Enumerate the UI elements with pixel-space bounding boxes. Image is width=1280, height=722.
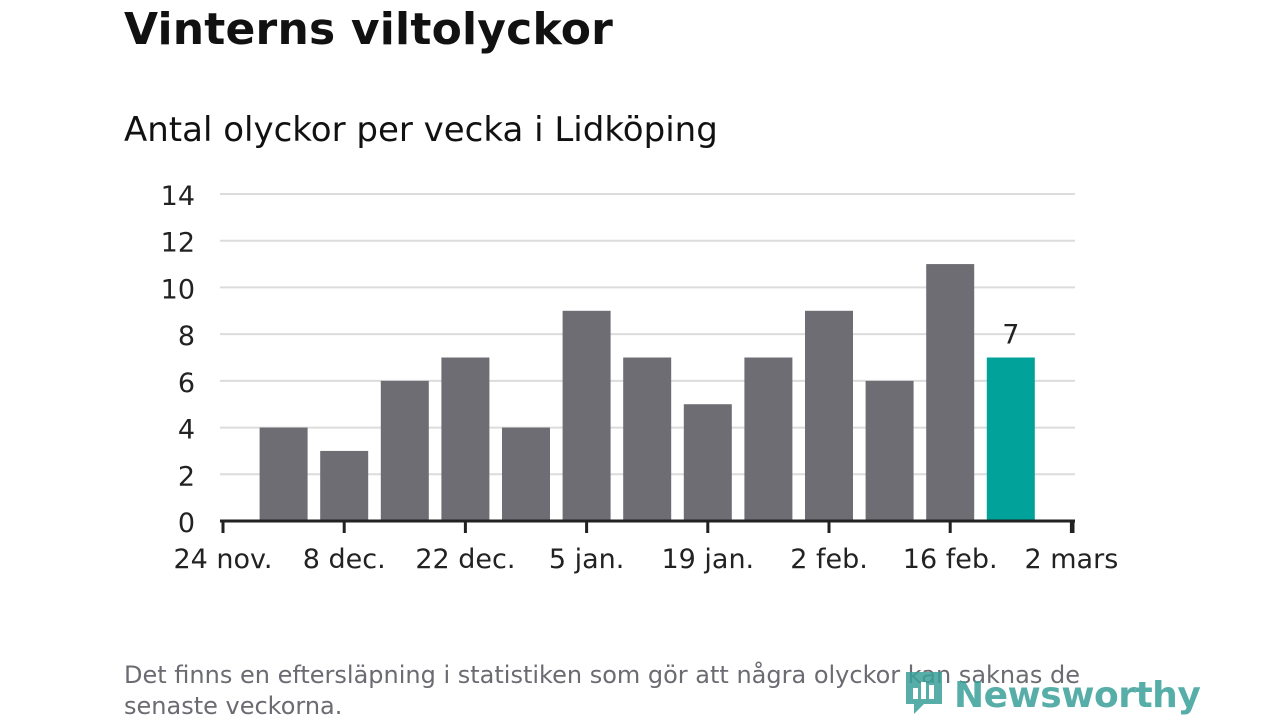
x-tick-label: 19 jan. bbox=[661, 544, 754, 575]
newsworthy-logo-icon bbox=[902, 668, 946, 722]
bar bbox=[380, 380, 429, 521]
x-tick-label: 16 feb. bbox=[903, 544, 998, 575]
data-label: 7 bbox=[1002, 320, 1019, 351]
x-tick-label: 24 nov. bbox=[173, 544, 272, 575]
chart-subtitle: Antal olyckor per vecka i Lidköping bbox=[124, 110, 718, 150]
bar bbox=[562, 310, 611, 521]
bar-chart: 0 2 4 6 8 10 12 14 24 nov. 8 dec. 22 dec. 5 jan. 19… bbox=[161, 181, 1119, 575]
bar bbox=[502, 427, 550, 521]
y-tick-label: 12 bbox=[161, 228, 195, 259]
bar bbox=[259, 427, 308, 521]
y-axis-tick-labels: 0 2 4 6 8 10 12 14 bbox=[161, 181, 195, 539]
bar bbox=[320, 450, 369, 521]
bar-highlight bbox=[986, 357, 1035, 521]
brand-logo: Newsworthy bbox=[902, 668, 1201, 722]
x-tick-label: 5 jan. bbox=[549, 544, 625, 575]
data-labels: 7 bbox=[1002, 320, 1019, 351]
bar bbox=[623, 357, 672, 521]
x-tick-label: 2 mars bbox=[1025, 544, 1119, 575]
y-tick-label: 4 bbox=[178, 415, 195, 446]
x-axis-tick-labels: 24 nov. 8 dec. 22 dec. 5 jan. 19 jan. 2 feb. 1… bbox=[173, 544, 1118, 575]
y-tick-label: 0 bbox=[178, 508, 195, 539]
bars bbox=[259, 264, 1035, 521]
brand-name: Newsworthy bbox=[954, 674, 1201, 716]
bar bbox=[865, 380, 914, 521]
bar bbox=[926, 264, 975, 521]
bar bbox=[683, 404, 732, 521]
y-tick-label: 8 bbox=[178, 321, 195, 352]
bar bbox=[441, 357, 490, 521]
x-axis bbox=[220, 519, 1075, 533]
y-tick-label: 2 bbox=[178, 461, 195, 492]
chart-title: Vinterns viltolyckor bbox=[124, 4, 614, 55]
y-tick-label: 6 bbox=[178, 368, 195, 399]
bar bbox=[805, 310, 853, 521]
y-tick-label: 10 bbox=[161, 274, 195, 305]
x-tick-label: 22 dec. bbox=[415, 544, 515, 575]
x-tick-label: 2 feb. bbox=[790, 544, 868, 575]
bar bbox=[744, 357, 793, 521]
y-tick-label: 14 bbox=[161, 181, 195, 212]
x-tick-label: 8 dec. bbox=[303, 544, 386, 575]
